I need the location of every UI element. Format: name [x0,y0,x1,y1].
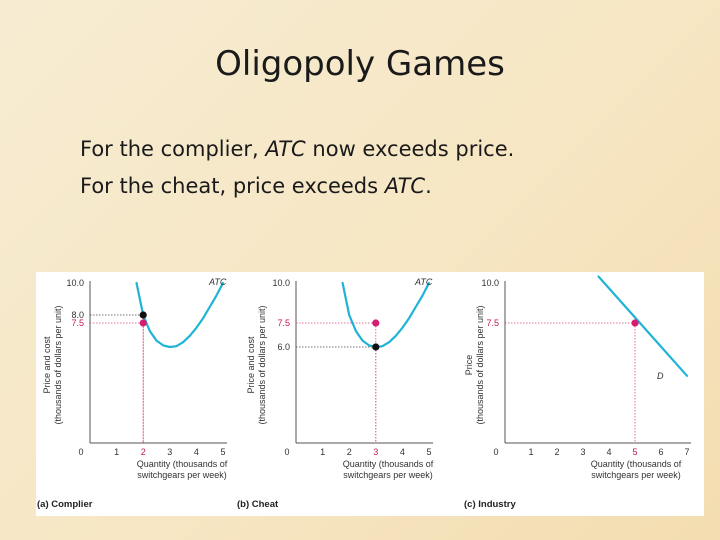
chart3-y-tick-10.0: 10.0 [481,278,499,288]
chart3-point-red-0 [631,319,639,327]
chart2-curve-label: ATC [414,277,433,287]
chart2-point-black-0 [372,343,380,351]
chart1-curve-atc [135,281,225,349]
bullet-2-emphasis: ATC [384,174,426,198]
bullet-cheat: For the cheat, price exceeds ATC. [80,174,432,198]
chart1-caption: (a) Complier [37,499,93,510]
chart2-caption: (b) Cheat [237,499,279,510]
chart1-y-label-line-0: Price and cost [42,336,52,394]
chart2-x-tick-1: 1 [320,447,325,457]
chart1-x-tick-2: 2 [141,447,146,457]
chart1-x-tick-1: 1 [114,447,119,457]
chart1-curve-label: ATC [208,277,227,287]
chart2-x-tick-3: 3 [373,447,378,457]
chart2-x-tick-2: 2 [347,447,352,457]
chart1-y-label-line-1: (thousands of dollars per unit) [53,305,63,424]
chart2-y-tick-10.0: 10.0 [272,278,290,288]
slide-title: Oligopoly Games [215,44,505,84]
chart3-x-tick-0: 0 [493,447,498,457]
chart3-caption: (c) Industry [464,499,516,510]
chart1-x-tick-0: 0 [78,447,83,457]
chart1-point-black-0 [139,311,147,319]
chart2-x-tick-4: 4 [400,447,405,457]
chart3-curve-label: D [657,371,664,381]
chart2-x-tick-5: 5 [426,447,431,457]
bullet-1-emphasis: ATC [265,137,306,161]
chart2-y-label-line-1: (thousands of dollars per unit) [257,305,267,424]
chart2-x-label-line-1: switchgears per week) [343,470,433,480]
chart3-x-tick-4: 4 [606,447,611,457]
chart1-x-tick-5: 5 [220,447,225,457]
chart2-x-label-line-0: Quantity (thousands of [343,459,434,469]
chart3-curve-d [597,275,689,377]
chart2-x-tick-0: 0 [284,447,289,457]
chart3-x-tick-1: 1 [528,447,533,457]
chart1-x-tick-3: 3 [167,447,172,457]
chart3-x-tick-3: 3 [580,447,585,457]
bullet-complier: For the complier, ATC now exceeds price. [80,137,514,161]
bullet-1-text: For the complier, [80,137,266,161]
chart3-x-tick-2: 2 [554,447,559,457]
chart1-x-label-line-0: Quantity (thousands of [137,459,228,469]
chart1-point-red-1 [139,319,147,327]
bullet-2-tail: . [425,174,432,198]
chart1-y-tick-8.0: 8.0 [71,310,84,320]
chart2-curve-atc [341,281,431,349]
chart1-y-tick-7.5: 7.5 [71,318,84,328]
chart2-y-label-line-0: Price and cost [246,336,256,394]
chart1-x-tick-4: 4 [194,447,199,457]
bullet-1-tail: now exceeds price. [305,137,515,161]
chart3-x-tick-6: 6 [658,447,663,457]
chart3-x-tick-5: 5 [632,447,637,457]
chart3-x-label-line-1: switchgears per week) [591,470,681,480]
chart2-y-tick-6.0: 6.0 [277,342,290,352]
chart2-y-tick-7.5: 7.5 [277,318,290,328]
chart3-x-label-line-0: Quantity (thousands of [591,459,682,469]
chart3-y-label-line-0: Price [464,355,474,376]
chart1-x-label-line-1: switchgears per week) [137,470,227,480]
bullet-2-text: For the cheat, price exceeds [80,174,385,198]
chart3-y-tick-7.5: 7.5 [486,318,499,328]
chart3-x-tick-7: 7 [684,447,689,457]
chart1-y-tick-10.0: 10.0 [66,278,84,288]
chart2-point-red-1 [372,319,380,327]
figure-panel: 0 1 2 3 4 5 10.0 8.0 7.5 ATC Quantity (thousands o… [36,272,704,516]
chart3-y-label-line-1: (thousands of dollars per unit) [475,305,485,424]
